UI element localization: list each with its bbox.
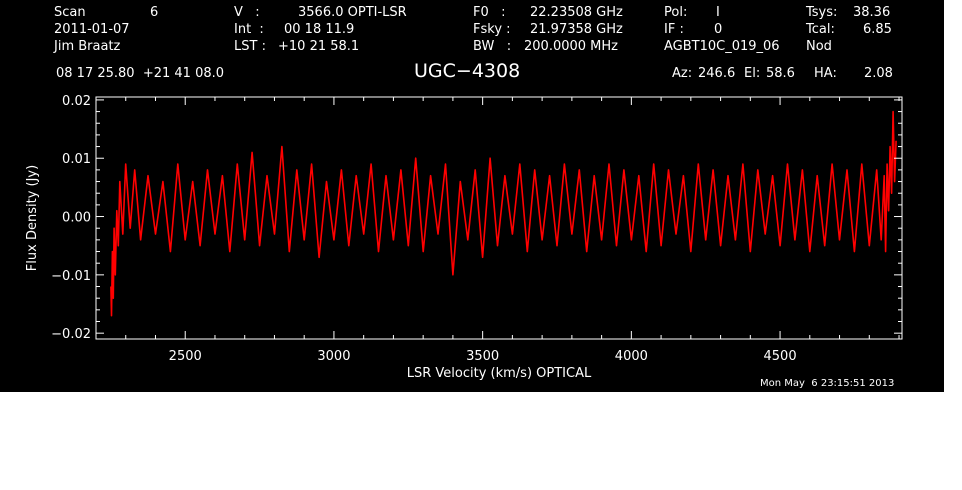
x-tick-label: 4500 [764,349,797,364]
x-axis-label: LSR Velocity (km/s) OPTICAL [407,366,592,381]
axes-layer: 2500 3000 3500 4000 4500 −0.02 −0.01 0.00 0.01 0.… [51,94,902,364]
x-tick-label: 3500 [466,349,499,364]
observing-mode: Nod [806,39,832,54]
plot-timestamp: Mon May 6 23:15:51 2013 [760,378,895,389]
y-tick-label: 0.02 [62,94,91,109]
observation-date: 2011-01-07 [54,22,130,37]
y-tick-label: −0.02 [51,327,91,342]
integration-label: Int : [234,22,264,37]
scan-label: Scan [54,5,86,20]
polarization-label: Pol: [664,5,688,20]
source-coordinates: 08 17 25.80 +21 41 08.0 [56,66,225,81]
observer-name: Jim Braatz [54,39,121,54]
series-layer [110,110,897,317]
velocity-value: 3566.0 OPTI-LSR [298,5,407,20]
source-name: UGC−4308 [414,60,521,82]
y-axis-label: Flux Density (Jy) [25,165,40,271]
tsys-value: 38.36 [853,5,891,20]
if-value: 0 [714,22,723,37]
lst-label: LST : [234,39,266,54]
azimuth-label: Az: [672,66,693,81]
azimuth-value: 246.6 [698,66,736,81]
bandwidth-value: 200.0000 MHz [524,39,618,54]
polarization-value: I [716,5,720,20]
hour-angle-label: HA: [814,66,837,81]
velocity-label: V : [234,5,260,20]
spectrum-series-line [110,110,897,317]
y-tick-label: 0.01 [62,152,91,167]
x-tick-label: 4000 [615,349,648,364]
elevation-label: El: [744,66,761,81]
tcal-value: 6.85 [863,22,892,37]
if-label: IF : [664,22,684,37]
lst-value: +10 21 58.1 [278,39,360,54]
plot-frame [95,96,903,340]
rest-frequency-value: 22.23508 GHz [530,5,623,20]
integration-value: 00 18 11.9 [284,22,355,37]
sky-frequency-label: Fsky : [473,22,511,37]
rest-frequency-label: F0 : [473,5,506,20]
spectrum-chart: 2500 3000 3500 4000 4500 −0.02 −0.01 0.00 0.01 0.… [25,94,903,381]
plot-window: Scan 6 2011-01-07 Jim Braatz V : 3566.0 … [0,0,944,392]
x-tick-label: 3000 [317,349,350,364]
y-tick-label: 0.00 [62,211,91,226]
tcal-label: Tcal: [806,22,835,37]
tsys-label: Tsys: [806,5,838,20]
bandwidth-label: BW : [473,39,512,54]
x-tick-label: 2500 [169,349,202,364]
elevation-value: 58.6 [766,66,795,81]
y-tick-label: −0.01 [51,269,91,284]
hour-angle-value: 2.08 [864,66,893,81]
sky-frequency-value: 21.97358 GHz [530,22,623,37]
scan-value: 6 [150,5,159,20]
project-id: AGBT10C_019_06 [664,39,780,54]
